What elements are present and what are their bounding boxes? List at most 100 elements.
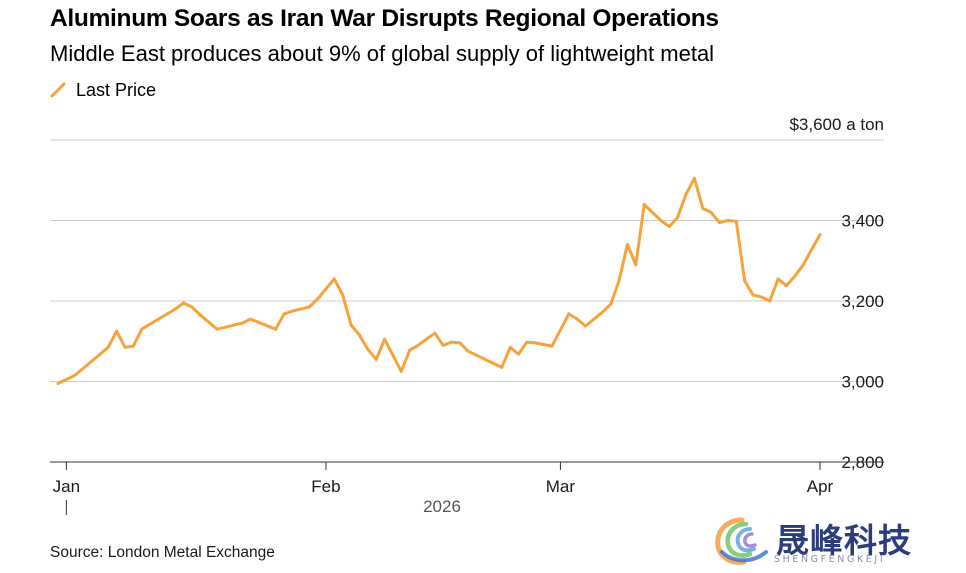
chart-subtitle: Middle East produces about 9% of global … <box>50 41 715 66</box>
data-point-10 <box>182 301 186 305</box>
data-point-29 <box>374 357 378 361</box>
data-point-31 <box>391 353 395 357</box>
data-point-62 <box>667 225 671 228</box>
data-point-78 <box>801 263 805 267</box>
data-point-59 <box>642 202 646 206</box>
data-point-48 <box>542 343 546 346</box>
data-point-72 <box>751 293 755 297</box>
data-point-41 <box>475 353 479 357</box>
data-point-65 <box>692 176 696 180</box>
data-point-23 <box>316 297 320 301</box>
data-point-27 <box>358 333 361 337</box>
data-point-39 <box>458 341 462 345</box>
legend: Last Price <box>50 78 156 102</box>
x-tick-label-apr: Apr <box>807 477 834 496</box>
data-point-56 <box>617 279 621 283</box>
data-point-12 <box>198 313 202 317</box>
data-point-54 <box>600 310 604 314</box>
data-point-5 <box>123 345 127 349</box>
data-point-60 <box>651 210 654 214</box>
y-tick-label-3200: 3,200 <box>841 292 884 311</box>
data-point-42 <box>483 357 487 361</box>
data-point-30 <box>383 337 387 341</box>
data-point-8 <box>157 317 160 321</box>
x-tick-label-mar: Mar <box>546 477 576 496</box>
data-point-15 <box>232 323 236 327</box>
data-point-77 <box>793 274 797 278</box>
data-point-20 <box>291 309 294 313</box>
legend-label-last-price: Last Price <box>76 79 157 100</box>
data-point-57 <box>625 243 629 247</box>
data-point-44 <box>508 345 512 349</box>
data-point-18 <box>274 327 278 331</box>
chart-title: Aluminum Soars as Iran War Disrupts Regi… <box>50 5 719 32</box>
data-point-40 <box>466 349 470 353</box>
data-point-35 <box>424 337 428 341</box>
data-point-33 <box>408 348 412 352</box>
data-point-43 <box>500 365 504 369</box>
data-point-61 <box>659 219 663 222</box>
data-point-25 <box>341 293 345 297</box>
data-point-74 <box>768 299 772 303</box>
data-point-53 <box>592 317 596 321</box>
x-tick-label-feb: Feb <box>311 477 340 496</box>
data-point-2 <box>90 359 93 363</box>
series-line-last-price <box>56 176 822 385</box>
data-point-58 <box>634 263 638 267</box>
swirl-logo-icon <box>715 517 768 565</box>
legend-swatch-icon <box>50 82 66 98</box>
data-point-46 <box>525 340 529 344</box>
data-point-14 <box>224 325 227 329</box>
data-point-75 <box>776 277 780 281</box>
data-point-34 <box>416 343 420 347</box>
x-year-label: 2026 <box>423 497 461 516</box>
data-point-0 <box>56 382 60 385</box>
data-point-80 <box>818 233 822 237</box>
data-point-52 <box>584 324 587 328</box>
data-point-49 <box>550 344 554 348</box>
data-point-28 <box>366 347 370 351</box>
data-point-79 <box>810 248 814 251</box>
data-point-70 <box>734 219 738 223</box>
data-point-50 <box>567 312 571 316</box>
x-tick-label-jan: Jan <box>53 477 80 496</box>
data-point-13 <box>215 327 219 331</box>
data-point-9 <box>173 307 177 311</box>
data-point-51 <box>575 317 579 321</box>
y-unit-label: $3,600 a ton <box>789 115 884 134</box>
data-point-17 <box>249 317 253 321</box>
source-note: Source: London Metal Exchange <box>50 544 275 561</box>
data-point-6 <box>131 344 135 348</box>
data-point-38 <box>450 340 454 344</box>
data-point-64 <box>684 192 688 196</box>
data-point-68 <box>718 221 721 224</box>
data-point-7 <box>140 327 144 331</box>
data-point-45 <box>517 352 520 356</box>
watermark-text: 晟峰科技 <box>776 521 912 560</box>
data-point-3 <box>106 345 110 349</box>
data-point-19 <box>282 312 286 316</box>
watermark-subtext: SHENGFENGKEJI <box>774 554 886 565</box>
data-point-37 <box>441 343 445 347</box>
data-point-26 <box>349 323 353 327</box>
data-point-11 <box>190 305 194 309</box>
data-point-55 <box>609 302 613 306</box>
data-point-47 <box>533 341 537 345</box>
data-point-36 <box>433 331 437 335</box>
watermark-logo: 晟峰科技 SHENGFENGKEJI <box>712 512 922 568</box>
y-tick-label-3400: 3,400 <box>841 212 884 231</box>
data-point-4 <box>115 329 119 333</box>
data-point-32 <box>399 369 403 373</box>
data-point-22 <box>307 305 311 309</box>
data-point-67 <box>709 210 713 214</box>
data-point-16 <box>240 321 244 325</box>
data-point-69 <box>726 219 730 222</box>
data-point-76 <box>785 284 788 288</box>
data-point-24 <box>332 277 336 281</box>
data-point-66 <box>701 206 705 210</box>
data-point-71 <box>743 279 747 283</box>
data-point-73 <box>759 295 763 299</box>
data-point-21 <box>299 307 303 311</box>
data-point-63 <box>676 215 680 219</box>
